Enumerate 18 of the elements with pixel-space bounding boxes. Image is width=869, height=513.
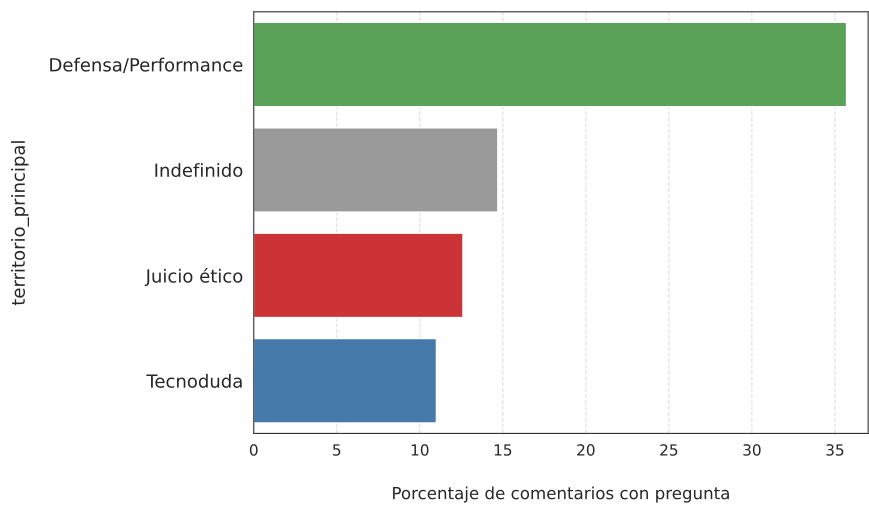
x-tick-label: 5 xyxy=(333,444,340,456)
y-tick-label: Juicio ético xyxy=(144,268,242,286)
x-tick-label: 20 xyxy=(577,444,595,456)
x-tick-label: 15 xyxy=(494,444,512,456)
x-tick-label: 25 xyxy=(660,444,678,456)
y-tick-label: Tecnoduda xyxy=(146,374,242,388)
x-tick-label: 30 xyxy=(743,444,761,456)
y-tick-label: Defensa/Performance xyxy=(50,58,242,74)
bar xyxy=(254,232,464,318)
x-tick-label: 35 xyxy=(826,444,844,456)
bar xyxy=(254,127,499,213)
y-axis-title: territorio_principal xyxy=(11,141,30,306)
x-axis-title: Porcentaje de comentarios con pregunta xyxy=(393,486,729,503)
bar xyxy=(254,338,438,424)
bar xyxy=(254,22,848,108)
x-tick-label: 10 xyxy=(412,444,429,456)
y-tick-label: Indefinido xyxy=(155,163,242,178)
x-tick-label: 0 xyxy=(250,444,258,456)
